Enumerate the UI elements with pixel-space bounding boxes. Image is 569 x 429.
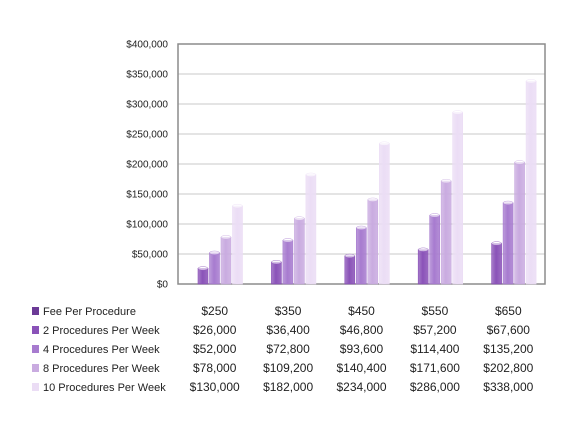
- bar-3-1: [220, 236, 232, 285]
- bar-4-2: [305, 174, 317, 285]
- table-row-label: 10 Procedures Per Week: [43, 382, 166, 394]
- bar-cap: [367, 197, 378, 202]
- bar-cap: [197, 266, 209, 271]
- legend-key-icon: [32, 326, 39, 334]
- table-cell: $36,400: [266, 323, 310, 337]
- bar-1-2: [271, 261, 282, 285]
- legend-key-icon: [32, 364, 39, 372]
- bar-cap: [220, 235, 232, 240]
- bar-cap: [282, 238, 294, 243]
- category-label: $550: [422, 304, 449, 318]
- bar-cap: [294, 216, 305, 221]
- bar-cap: [271, 260, 282, 265]
- bar-cap: [429, 213, 440, 218]
- table-cell: $202,800: [483, 361, 533, 375]
- table-cell: $182,000: [263, 380, 313, 394]
- bar-4-5: [525, 80, 537, 285]
- table-cell: $67,600: [487, 323, 531, 337]
- bar-4-3: [378, 143, 390, 285]
- bar-2-3: [355, 227, 367, 285]
- bar-4-4: [452, 112, 464, 285]
- bar-1-1: [197, 268, 209, 285]
- bar-1-3: [344, 255, 356, 285]
- y-tick-label: $400,000: [126, 40, 168, 51]
- bar-1-4: [417, 249, 429, 285]
- table-cell: $140,400: [336, 361, 386, 375]
- y-tick-label: $100,000: [126, 220, 168, 231]
- y-tick-label: $300,000: [126, 100, 168, 111]
- y-tick-label: $150,000: [126, 190, 168, 201]
- y-tick-label: $200,000: [126, 160, 168, 171]
- table-cell: $130,000: [190, 380, 240, 394]
- table-cell: $26,000: [193, 323, 237, 337]
- bar-3-2: [294, 218, 305, 285]
- table-row-label: 4 Procedures Per Week: [43, 344, 160, 356]
- table-cell: $57,200: [413, 323, 457, 337]
- category-label: $650: [495, 304, 522, 318]
- y-tick-label: $50,000: [132, 250, 169, 261]
- category-label: $450: [348, 304, 375, 318]
- table-cell: $52,000: [193, 342, 237, 356]
- legend-key-icon: [32, 345, 39, 353]
- bar-2-1: [209, 252, 220, 285]
- category-label: $250: [201, 304, 228, 318]
- table-cell: $135,200: [483, 342, 533, 356]
- bar-cap: [491, 241, 502, 246]
- bar-cap: [305, 172, 317, 177]
- bar-2-2: [282, 240, 294, 285]
- bar-cap: [441, 179, 452, 184]
- bar-3-5: [514, 162, 525, 285]
- table-cell: $114,400: [410, 342, 459, 356]
- bar-4-1: [232, 205, 243, 285]
- y-tick-label: $0: [157, 280, 169, 291]
- table-cell: $78,000: [193, 361, 237, 375]
- bar-2-5: [502, 202, 514, 285]
- bar-cap: [514, 160, 525, 165]
- table-cell: $46,800: [340, 323, 384, 337]
- table-cell: $93,600: [340, 342, 384, 356]
- bar-cap: [502, 200, 514, 205]
- table-cell: $109,200: [263, 361, 313, 375]
- table-cell: $171,600: [410, 361, 460, 375]
- table-row-label: 8 Procedures Per Week: [43, 363, 160, 375]
- bar-cap: [209, 250, 220, 255]
- table-row-label: Fee Per Procedure: [43, 306, 136, 318]
- bar-3-4: [440, 180, 452, 285]
- bar-cap: [356, 225, 367, 230]
- bar-1-5: [491, 243, 502, 285]
- bar-cap: [344, 253, 355, 258]
- bar-cap: [418, 247, 429, 252]
- table-cell: $72,800: [266, 342, 310, 356]
- table-cell: $286,000: [410, 380, 460, 394]
- bar-3-3: [367, 199, 379, 285]
- bar-cap: [525, 79, 537, 84]
- bar-cap: [232, 203, 243, 208]
- bar-2-4: [429, 215, 441, 285]
- category-label: $350: [275, 304, 302, 318]
- table-row-label: 2 Procedures Per Week: [43, 325, 160, 337]
- y-tick-label: $350,000: [126, 70, 168, 81]
- table-cell: $234,000: [336, 380, 386, 394]
- bar-cap: [452, 110, 463, 115]
- legend-key-icon: [32, 383, 39, 391]
- bar-cap: [379, 141, 390, 146]
- table-cell: $338,000: [483, 380, 533, 394]
- y-tick-label: $250,000: [126, 130, 168, 141]
- legend-key-icon: [32, 307, 39, 315]
